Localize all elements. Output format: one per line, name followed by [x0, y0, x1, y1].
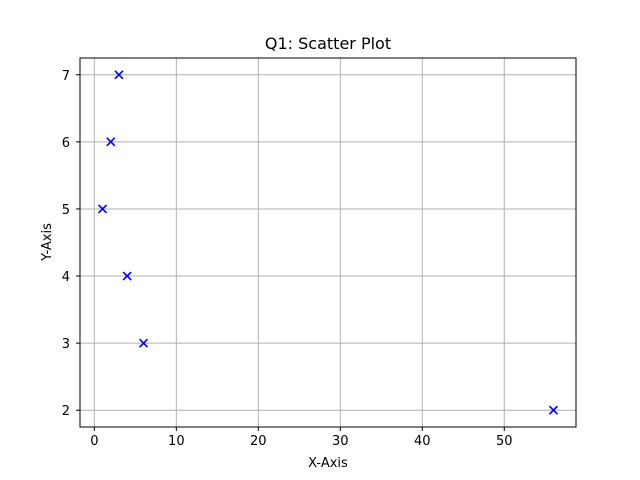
data-point [138, 338, 149, 348]
data-point [122, 271, 132, 281]
y-tick-label: 3 [62, 337, 70, 352]
x-tick-label: 30 [332, 434, 349, 449]
x-axis-label: X-Axis [308, 456, 348, 471]
y-axis-label: Y-Axis [40, 223, 55, 262]
y-tick-label: 2 [62, 404, 70, 419]
plot-frame [79, 57, 577, 428]
chart-title: Q1: Scatter Plot [265, 34, 391, 53]
y-tick-label: 5 [62, 203, 70, 218]
x-tick-label: 0 [90, 434, 98, 449]
data-point [106, 137, 116, 147]
y-tick-label: 7 [62, 69, 70, 84]
data-point [97, 204, 108, 214]
data-point [548, 405, 559, 415]
grid-lines [80, 58, 576, 427]
x-tick-label: 10 [168, 434, 185, 449]
x-tick-label: 40 [414, 434, 431, 449]
y-tick-label: 6 [62, 136, 70, 151]
y-tick-label: 4 [62, 270, 70, 285]
data-points [97, 70, 559, 415]
x-tick-label: 20 [250, 434, 267, 449]
x-tick-label: 50 [496, 434, 513, 449]
axis-ticks: 0 10 20 30 40 50 2 3 4 5 6 7 [62, 69, 513, 449]
data-point [114, 70, 124, 80]
